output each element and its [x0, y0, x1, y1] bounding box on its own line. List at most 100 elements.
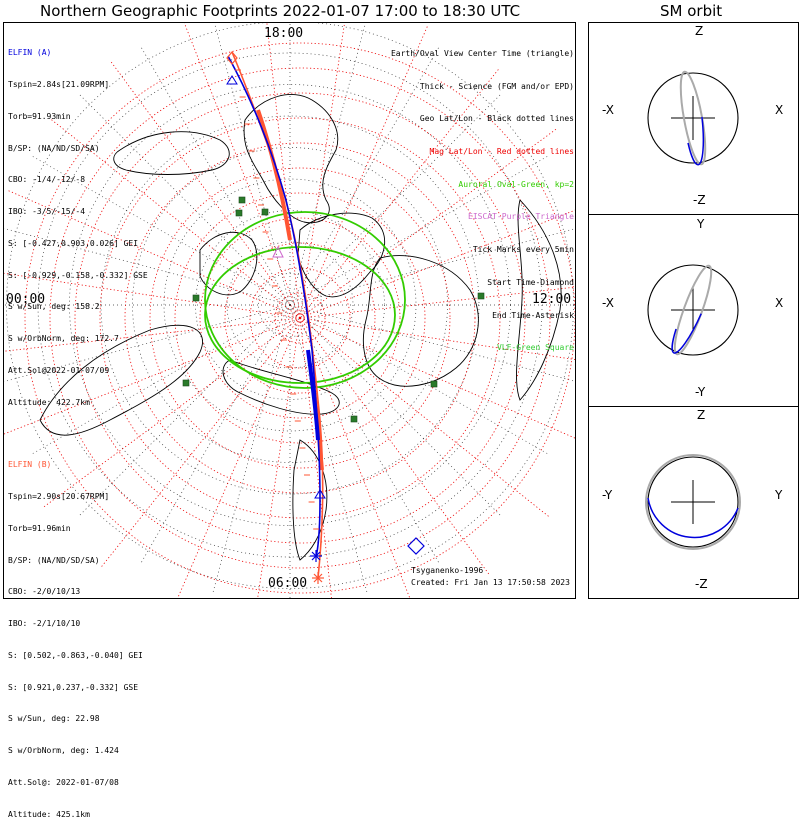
mag-meridian [299, 317, 575, 439]
geo-lat-circle [163, 178, 417, 432]
legend-thick-science: Thick - Science (FGM and/or EPD) [419, 81, 574, 91]
mag-meridian [299, 317, 332, 598]
map-frame [3, 22, 576, 599]
time-label-bottom: 06:00 [268, 576, 308, 591]
legend-eiscat: EISCAT-Purple Triangle [468, 212, 574, 222]
orbit-a-arc [681, 70, 705, 166]
mag-meridian [4, 317, 301, 435]
mag-meridian [299, 317, 491, 576]
mag-meridian [257, 317, 301, 598]
mag-meridian [42, 317, 301, 509]
coastline [297, 212, 386, 298]
mag-lat-circle [124, 142, 476, 494]
sm2-right-label: X [775, 296, 784, 310]
sm1-top-label: Z [695, 24, 704, 38]
elfin-a-orbnorm: S w/OrbNorm, deg: 172.7 [8, 334, 119, 344]
coastline [39, 324, 203, 436]
vlf-square [350, 415, 358, 423]
mag-lat-circle [199, 217, 401, 419]
model-credit: Tsyganenko-1996 [411, 566, 484, 575]
sm-frame [588, 22, 799, 599]
elfin-b-attsol: Att.Sol@: 2022-01-07/08 [8, 778, 119, 787]
sm1-left-label: -X [602, 103, 614, 117]
mag-meridian [6, 189, 301, 319]
sm1-right-label: X [775, 103, 784, 117]
mag-lat-circle [99, 117, 501, 519]
geo-meridian [212, 304, 291, 595]
elfin-a-start-diamond [407, 537, 425, 555]
elfin-b-orbnorm: S w/OrbNorm, deg: 1.424 [8, 746, 119, 756]
elfin-b-s-gse: S: [0.921,0.237,-0.332] GSE [8, 682, 139, 692]
legend: Earth/Oval View Center Time (triangle) T… [391, 27, 574, 365]
sm3-bottom-label: -Z [695, 577, 708, 591]
mag-lat-circle [224, 242, 376, 394]
mag-meridian [299, 24, 429, 319]
coastline [222, 359, 340, 415]
mag-meridian [299, 23, 345, 319]
elfin-a-altitude: Altitude: 422.7km [8, 397, 90, 407]
mag-meridian [49, 118, 301, 319]
sm-panel-3 [645, 454, 741, 550]
elfin-a-attsol: Att.Sol@2022-01-07/09 [8, 366, 110, 375]
coastline [363, 255, 479, 387]
vlf-square [235, 209, 243, 217]
vlf-square [192, 294, 200, 302]
coastline [516, 199, 562, 401]
legend-end-time: End Time-Asterisk [492, 310, 574, 320]
earth-circle [647, 456, 739, 548]
legend-auroral-oval: Auroral Oval-Green, kp=2 [458, 179, 574, 189]
elfin-a-sun: S w/Sun, deg: 158.2 [8, 302, 100, 312]
auroral-oval-outer [204, 211, 406, 389]
mag-meridian [299, 317, 551, 518]
elfin-a-torb: Torb=91.93min [8, 111, 71, 121]
legend-tick-marks: Tick Marks every 5min [472, 245, 574, 255]
asterisk-stroke [311, 551, 321, 561]
geo-meridian [289, 304, 368, 595]
mag-lat-circle [149, 167, 451, 469]
elfin-b-start-diamond [226, 51, 238, 65]
mag-meridian [4, 317, 301, 352]
map-title: Northern Geographic Footprints 2022-01-0… [40, 2, 521, 20]
mag-lat-circle [74, 92, 526, 544]
mag-meridian [183, 23, 301, 319]
time-label-top: 18:00 [264, 26, 304, 41]
geo-lat-circle [132, 147, 448, 463]
elfin-b-sun: S w/Sun, deg: 22.98 [8, 714, 100, 724]
sm3-top-label: Z [697, 408, 706, 422]
orbit-b-ring [679, 70, 707, 166]
vlf-square [238, 196, 246, 204]
coastline [243, 94, 339, 224]
sm2-top-label: Y [697, 217, 705, 231]
elfin-b-torb: Torb=91.96min [8, 523, 71, 533]
legend-view-center: Earth/Oval View Center Time (triangle) [390, 48, 574, 58]
geo-meridian [289, 23, 366, 306]
vlf-square [430, 380, 438, 388]
geo-lat-circle [6, 23, 574, 589]
elfin-b-ibo: IBO: -2/1/10/10 [8, 619, 81, 629]
elfin-a-s-gei: S: [-0.427,0.903,0.026] GEI [8, 238, 139, 248]
mag-meridian [299, 127, 558, 319]
elfin-a-name: ELFIN (A) [8, 48, 52, 58]
elfin-b-s-gei: S: [0.502,-0.863,-0.040] GEI [8, 650, 143, 660]
elfin-b-tspin: Tspin=2.90s[20.67RPM] [8, 491, 110, 501]
orbit-b-ring [673, 264, 713, 356]
sm-panel-2 [647, 264, 739, 356]
elfin-a-s-gse: S: [-0.929,-0.158,-0.332] GSE [8, 270, 148, 280]
geo-lat-circle [195, 210, 385, 400]
elfin-a-cbo: CBO: -1/4/-12/-8 [8, 175, 86, 185]
mag-lat-circle [174, 192, 426, 444]
map-layer [4, 23, 575, 598]
time-label-right: 12:00 [532, 292, 572, 307]
sm2-left-label: -X [602, 296, 614, 310]
earth-circle [647, 264, 739, 356]
orbit-a-arc [647, 497, 739, 539]
footprint-map [3, 22, 799, 599]
mag-meridian [299, 317, 575, 360]
sm2-bottom-label: -Y [695, 385, 706, 399]
view-center-triangle [314, 489, 326, 499]
orbit-a-arc [671, 266, 715, 354]
geo-lat-circle [226, 241, 354, 369]
geo-meridian [139, 45, 291, 306]
elfin-b-name: ELFIN (B) [8, 460, 52, 470]
elfin-a-bsp: B/SP: (NA/ND/SD/SA) [8, 143, 100, 153]
